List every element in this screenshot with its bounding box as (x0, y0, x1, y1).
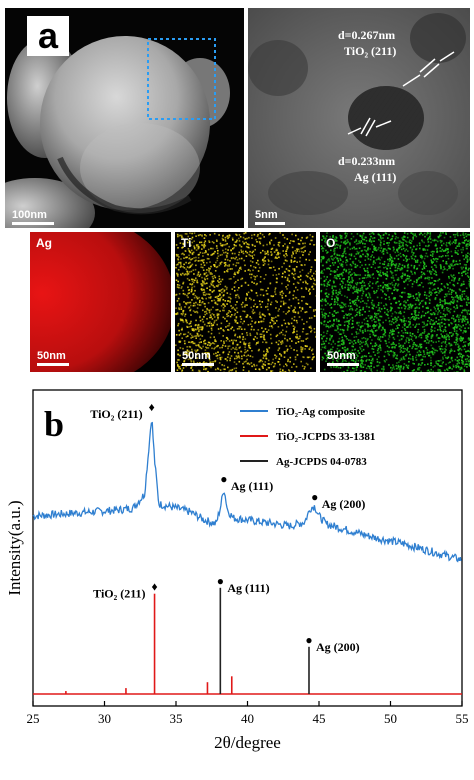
hrtem-tio2-plane-annotation: TiO₂ (211) (344, 44, 396, 59)
hrtem-ag-plane-annotation: Ag (111) (354, 170, 396, 185)
sem-scale-bar: 100nm (12, 209, 54, 225)
xrd-chart-svg: b♦TiO₂ (211)●Ag (111)●Ag (200)♦TiO₂ (211… (0, 378, 474, 775)
peak-marker: ● (220, 472, 227, 486)
sem-scale-label: 100nm (12, 209, 54, 221)
x-tick-label: 25 (27, 711, 40, 726)
eds-map-ti: Ti 50nm (175, 232, 316, 372)
sem-image: a 100nm (5, 8, 244, 228)
xrd-chart: b♦TiO₂ (211)●Ag (111)●Ag (200)♦TiO₂ (211… (0, 378, 474, 775)
x-tick-label: 50 (384, 711, 397, 726)
x-tick-label: 40 (241, 711, 254, 726)
hrtem-scale-bar: 5nm (255, 209, 285, 225)
ti-map-scale-bar: 50nm (182, 350, 214, 366)
peak-label: TiO₂ (211) (93, 587, 145, 601)
panel-b-letter: b (44, 404, 64, 444)
o-map-scale-label: 50nm (327, 350, 359, 362)
eds-map-ag: Ag 50nm (30, 232, 171, 372)
ag-map-scale-label: 50nm (37, 350, 69, 362)
eds-map-o: O 50nm (320, 232, 470, 372)
ti-map-scale-label: 50nm (182, 350, 214, 362)
peak-label: Ag (200) (316, 640, 360, 654)
peak-label: TiO₂ (211) (90, 407, 142, 421)
y-axis-label: Intensity(a.u.) (5, 500, 24, 595)
x-tick-label: 45 (313, 711, 326, 726)
x-tick-label: 30 (98, 711, 111, 726)
x-tick-label: 55 (456, 711, 469, 726)
ag-map-scale-bar: 50nm (37, 350, 69, 366)
x-tick-label: 35 (170, 711, 183, 726)
panel-a-letter: a (27, 16, 69, 56)
peak-marker: ● (305, 633, 312, 647)
hrtem-scale-label: 5nm (255, 209, 285, 221)
hrtem-ag-d-annotation: d=0.233nm (338, 154, 395, 169)
o-map-label: O (326, 236, 335, 250)
peak-marker: ♦ (151, 580, 157, 594)
x-axis-label: 2θ/degree (214, 733, 281, 752)
peak-label: Ag (111) (231, 479, 273, 493)
o-map-scale-bar: 50nm (327, 350, 359, 366)
peak-marker: ♦ (149, 400, 155, 414)
legend-entry: Ag-JCPDS 04-0783 (276, 456, 367, 468)
legend-entry: TiO₂-JCPDS 33-1381 (276, 431, 375, 443)
peak-marker: ● (217, 574, 224, 588)
peak-label: Ag (111) (227, 581, 269, 595)
hrtem-tio2-d-annotation: d=0.267nm (338, 28, 395, 43)
ag-map-label: Ag (36, 236, 52, 250)
ti-map-label: Ti (181, 236, 191, 250)
peak-label: Ag (200) (322, 497, 366, 511)
hrtem-image: d=0.267nm TiO₂ (211) d=0.233nm Ag (111) … (248, 8, 470, 228)
plot-frame (33, 390, 462, 706)
legend-entry: TiO₂-Ag composite (276, 406, 365, 418)
peak-marker: ● (311, 490, 318, 504)
